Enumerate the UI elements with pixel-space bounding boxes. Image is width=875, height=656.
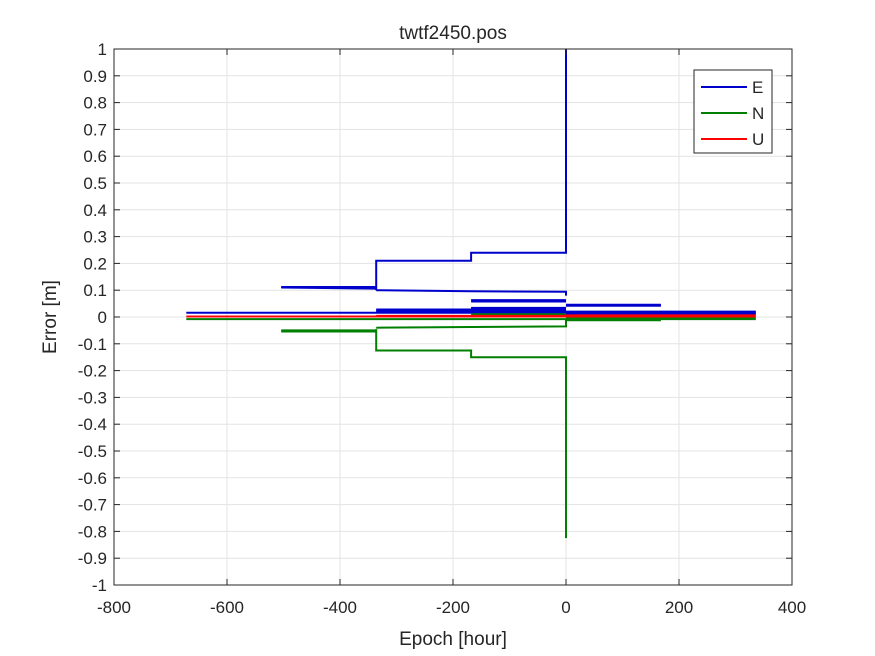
legend-label-e: E xyxy=(752,78,763,97)
series-n-line xyxy=(375,329,567,539)
y-tick-label: -0.9 xyxy=(78,549,107,568)
series-u xyxy=(186,314,756,318)
y-tick-label: 0.4 xyxy=(83,201,107,220)
x-tick-label: -200 xyxy=(436,598,470,617)
y-tick-label: -0.6 xyxy=(78,469,107,488)
y-tick-label: -0.8 xyxy=(78,522,107,541)
series-e xyxy=(186,49,756,315)
x-tick-label: 0 xyxy=(561,598,570,617)
y-tick-label: -0.4 xyxy=(78,415,107,434)
y-tick-label: 0.1 xyxy=(83,281,107,300)
y-tick-label: -0.3 xyxy=(78,388,107,407)
y-tick-label: -0.2 xyxy=(78,362,107,381)
x-tick-label: -800 xyxy=(97,598,131,617)
legend-label-n: N xyxy=(752,104,764,123)
legend-label-u: U xyxy=(752,130,764,149)
series-e-line xyxy=(375,49,567,291)
x-tick-label: -400 xyxy=(323,598,357,617)
x-tick-label: 400 xyxy=(778,598,806,617)
x-tick-label: 200 xyxy=(665,598,693,617)
y-tick-label: -0.5 xyxy=(78,442,107,461)
y-axis-label: Error [m] xyxy=(40,280,61,354)
series-layer xyxy=(186,49,756,539)
series-e-line xyxy=(376,289,567,296)
y-tick-label: 0.8 xyxy=(83,94,107,113)
legend: ENU xyxy=(693,69,773,154)
x-axis: -800 -600 -400 -200 0 200 400 xyxy=(97,49,806,617)
y-tick-label: -0.7 xyxy=(78,496,107,515)
y-tick-label: 0.9 xyxy=(83,67,107,86)
y-axis: -1 -0.9 -0.8 -0.7 -0.6 -0.5 -0.4 -0.3 -0.2 -0.1 0 0… xyxy=(78,40,792,595)
y-tick-label: 0.3 xyxy=(83,228,107,247)
y-tick-label: 0.2 xyxy=(83,254,107,273)
y-tick-label: 0 xyxy=(98,308,107,327)
x-axis-label: Epoch [hour] xyxy=(399,629,507,650)
y-tick-label: -1 xyxy=(92,576,107,595)
series-n xyxy=(186,313,756,539)
y-tick-label: 0.6 xyxy=(83,147,107,166)
y-tick-label: -0.1 xyxy=(78,335,107,354)
y-tick-label: 1 xyxy=(98,40,107,59)
chart-title: twtf2450.pos xyxy=(399,23,507,44)
y-tick-label: 0.7 xyxy=(83,120,107,139)
series-e-line xyxy=(281,286,377,290)
y-tick-label: 0.5 xyxy=(83,174,107,193)
x-tick-label: -600 xyxy=(210,598,244,617)
series-n-line xyxy=(376,319,567,329)
